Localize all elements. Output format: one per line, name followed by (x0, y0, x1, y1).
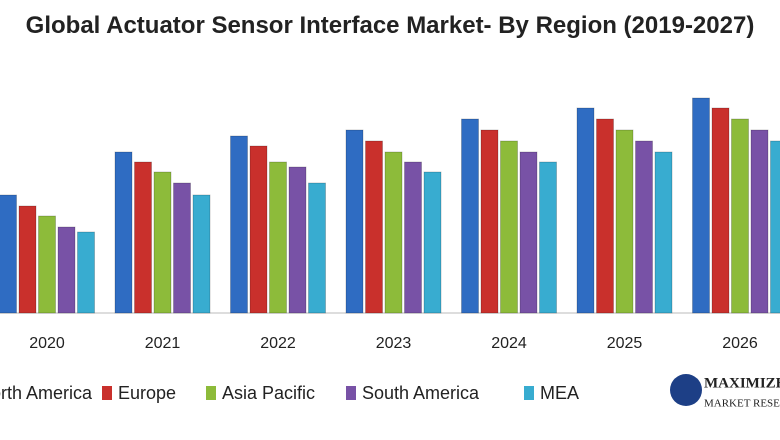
bar (0, 194, 17, 314)
bar (173, 182, 191, 314)
bar (539, 161, 557, 314)
x-tick-label: 2025 (607, 335, 643, 352)
legend-label: Europe (118, 383, 176, 403)
bar (249, 145, 268, 314)
legend-label: South America (362, 383, 480, 403)
legend-label: MEA (540, 383, 579, 403)
x-tick-label: 2026 (722, 335, 758, 352)
bar (345, 129, 364, 314)
chart-title: Global Actuator Sensor Interface Market-… (25, 12, 755, 39)
bar (57, 226, 76, 314)
bar (365, 140, 383, 314)
bar (134, 161, 152, 314)
x-tick-label: 2024 (491, 335, 527, 352)
bar (114, 151, 133, 314)
bar (750, 129, 769, 314)
bar (576, 107, 595, 314)
bar (38, 215, 56, 314)
bar (731, 118, 749, 314)
x-tick-label: 2020 (29, 335, 65, 352)
bar (615, 129, 634, 314)
logo-text: MARKET RESEARCH (704, 398, 780, 410)
bar (500, 140, 518, 314)
bar (692, 97, 710, 314)
bar (308, 182, 326, 314)
legend-swatch (524, 386, 534, 400)
bar (519, 151, 538, 314)
bar (18, 205, 37, 314)
bar (269, 161, 287, 314)
bar (480, 129, 499, 314)
x-tick-label: 2021 (145, 335, 181, 352)
bar (404, 161, 422, 314)
logo-globe (670, 374, 702, 406)
bar (770, 140, 780, 314)
bar (77, 231, 95, 314)
x-tick-label: 2023 (376, 335, 412, 352)
logo: MAXIMIZE MARKET RESEARCH (670, 374, 780, 410)
bar (711, 107, 730, 314)
legend-label: North America (0, 383, 93, 403)
legend-swatch (102, 386, 112, 400)
bar (654, 151, 673, 314)
bar (635, 140, 653, 314)
legend-swatch (346, 386, 356, 400)
x-tick-label: 2022 (260, 335, 296, 352)
bar (384, 151, 403, 314)
bar (596, 118, 614, 314)
legend-label: Asia Pacific (222, 383, 315, 403)
bar (230, 135, 248, 314)
bar (288, 166, 307, 314)
bar (153, 171, 172, 314)
legend-swatch (206, 386, 216, 400)
logo-text: MAXIMIZE (704, 375, 780, 391)
bar (423, 171, 442, 314)
bar (192, 194, 211, 314)
bar (461, 118, 479, 314)
